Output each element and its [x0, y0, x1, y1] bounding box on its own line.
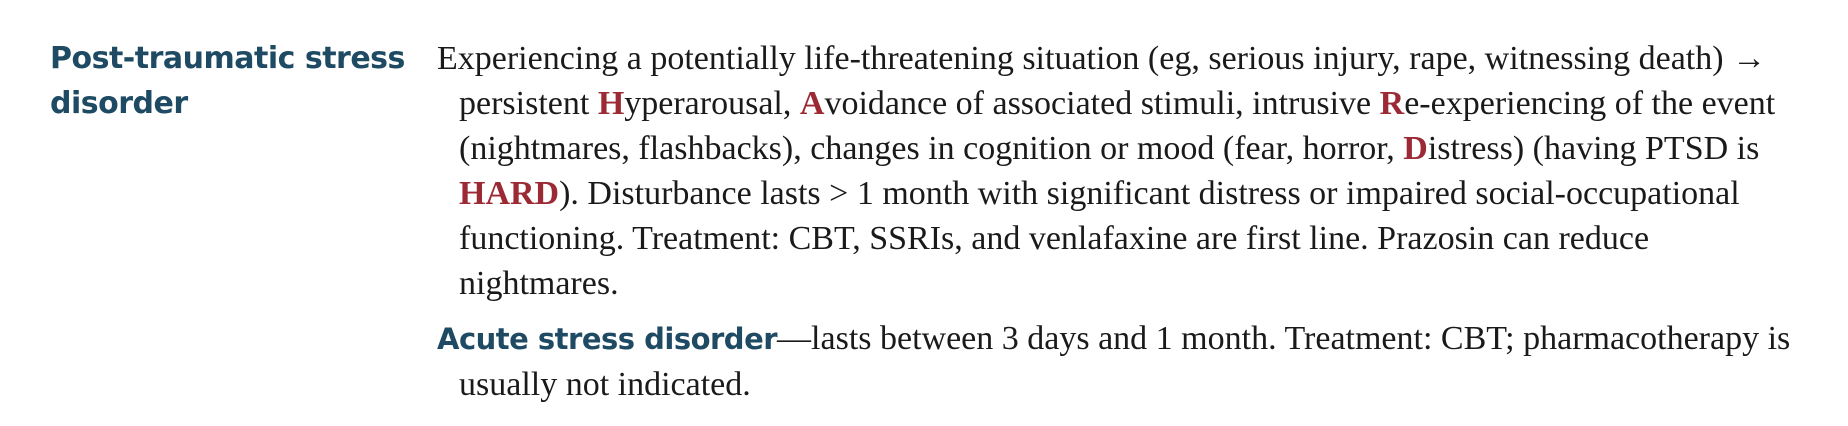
mnemonic-word-hard: HARD [459, 175, 560, 212]
mnemonic-letter-a: A [799, 85, 825, 122]
text-segment: voidance of associated stimuli, intrusiv… [824, 85, 1380, 122]
mnemonic-letter-h: H [597, 85, 625, 122]
mnemonic-letter-r: R [1379, 85, 1405, 122]
definition-body: Experiencing a potentially life-threaten… [437, 36, 1807, 407]
term-heading: Post-traumatic stress disorder [50, 41, 405, 121]
text-segment: yperarousal, [624, 85, 800, 122]
mnemonic-letter-d: D [1403, 130, 1428, 167]
arrow-symbol: → [1732, 40, 1767, 77]
ptsd-paragraph: Experiencing a potentially life-threaten… [437, 36, 1807, 306]
text-segment: e-experiencing of the event (nightmares,… [459, 85, 1776, 167]
text-segment: istress) (having PTSD is [1427, 130, 1760, 167]
acute-stress-paragraph: Acute stress disorder—lasts between 3 da… [437, 316, 1807, 407]
text-segment: ). Disturbance lasts > 1 month with sign… [459, 175, 1740, 302]
text-segment: Experiencing a potentially life-threaten… [437, 40, 1733, 77]
text-segment: persistent [459, 85, 598, 122]
subterm-heading: Acute stress disorder [437, 322, 778, 356]
text-segment: —lasts between 3 days and 1 month. Treat… [459, 320, 1791, 403]
